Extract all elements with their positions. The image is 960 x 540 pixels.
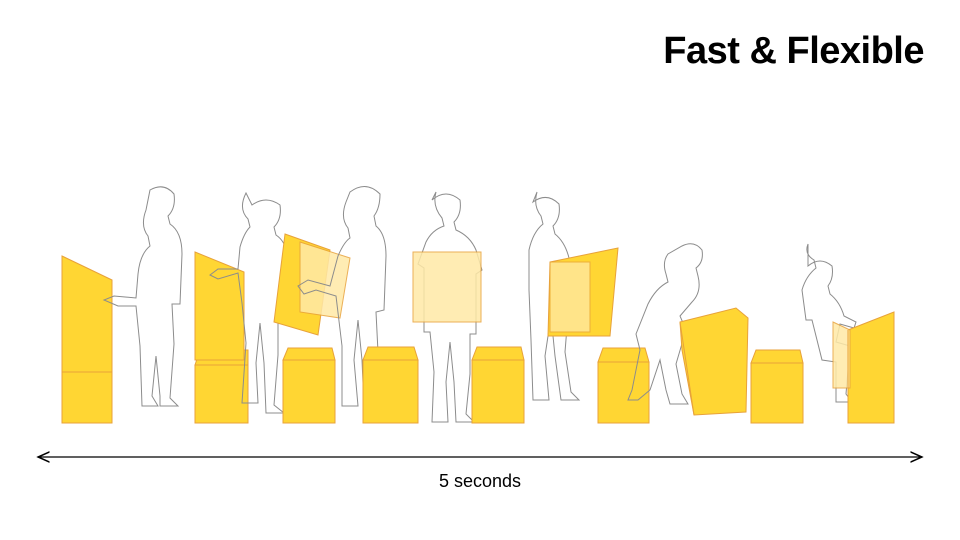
- stool-box: [194, 349, 249, 424]
- stage-5: [471, 191, 619, 424]
- lifted-panel: [194, 251, 245, 361]
- stage-8: [801, 243, 895, 424]
- person-silhouette-icon: [102, 186, 183, 407]
- podium-box: [61, 255, 113, 424]
- stage-2: [194, 191, 289, 424]
- page-title: Fast & Flexible: [663, 30, 924, 72]
- stage-3: [273, 186, 387, 424]
- stool-box: [750, 349, 804, 424]
- side-box: [547, 247, 619, 337]
- rotating-panel: [273, 233, 351, 336]
- stage-7: [750, 349, 804, 424]
- stool-box: [282, 347, 336, 424]
- stool-box: [471, 346, 525, 424]
- stage-1: [61, 186, 183, 424]
- stage-4: [362, 191, 483, 424]
- person-silhouette-icon: [417, 191, 483, 423]
- person-silhouette-icon: [627, 243, 703, 405]
- duration-label: 5 seconds: [438, 471, 522, 491]
- stage-6: [597, 243, 749, 424]
- desk-box: [832, 311, 895, 424]
- stool-box: [362, 346, 419, 424]
- tilted-box: [679, 307, 749, 416]
- stool-box: [597, 347, 650, 424]
- held-box: [412, 251, 482, 323]
